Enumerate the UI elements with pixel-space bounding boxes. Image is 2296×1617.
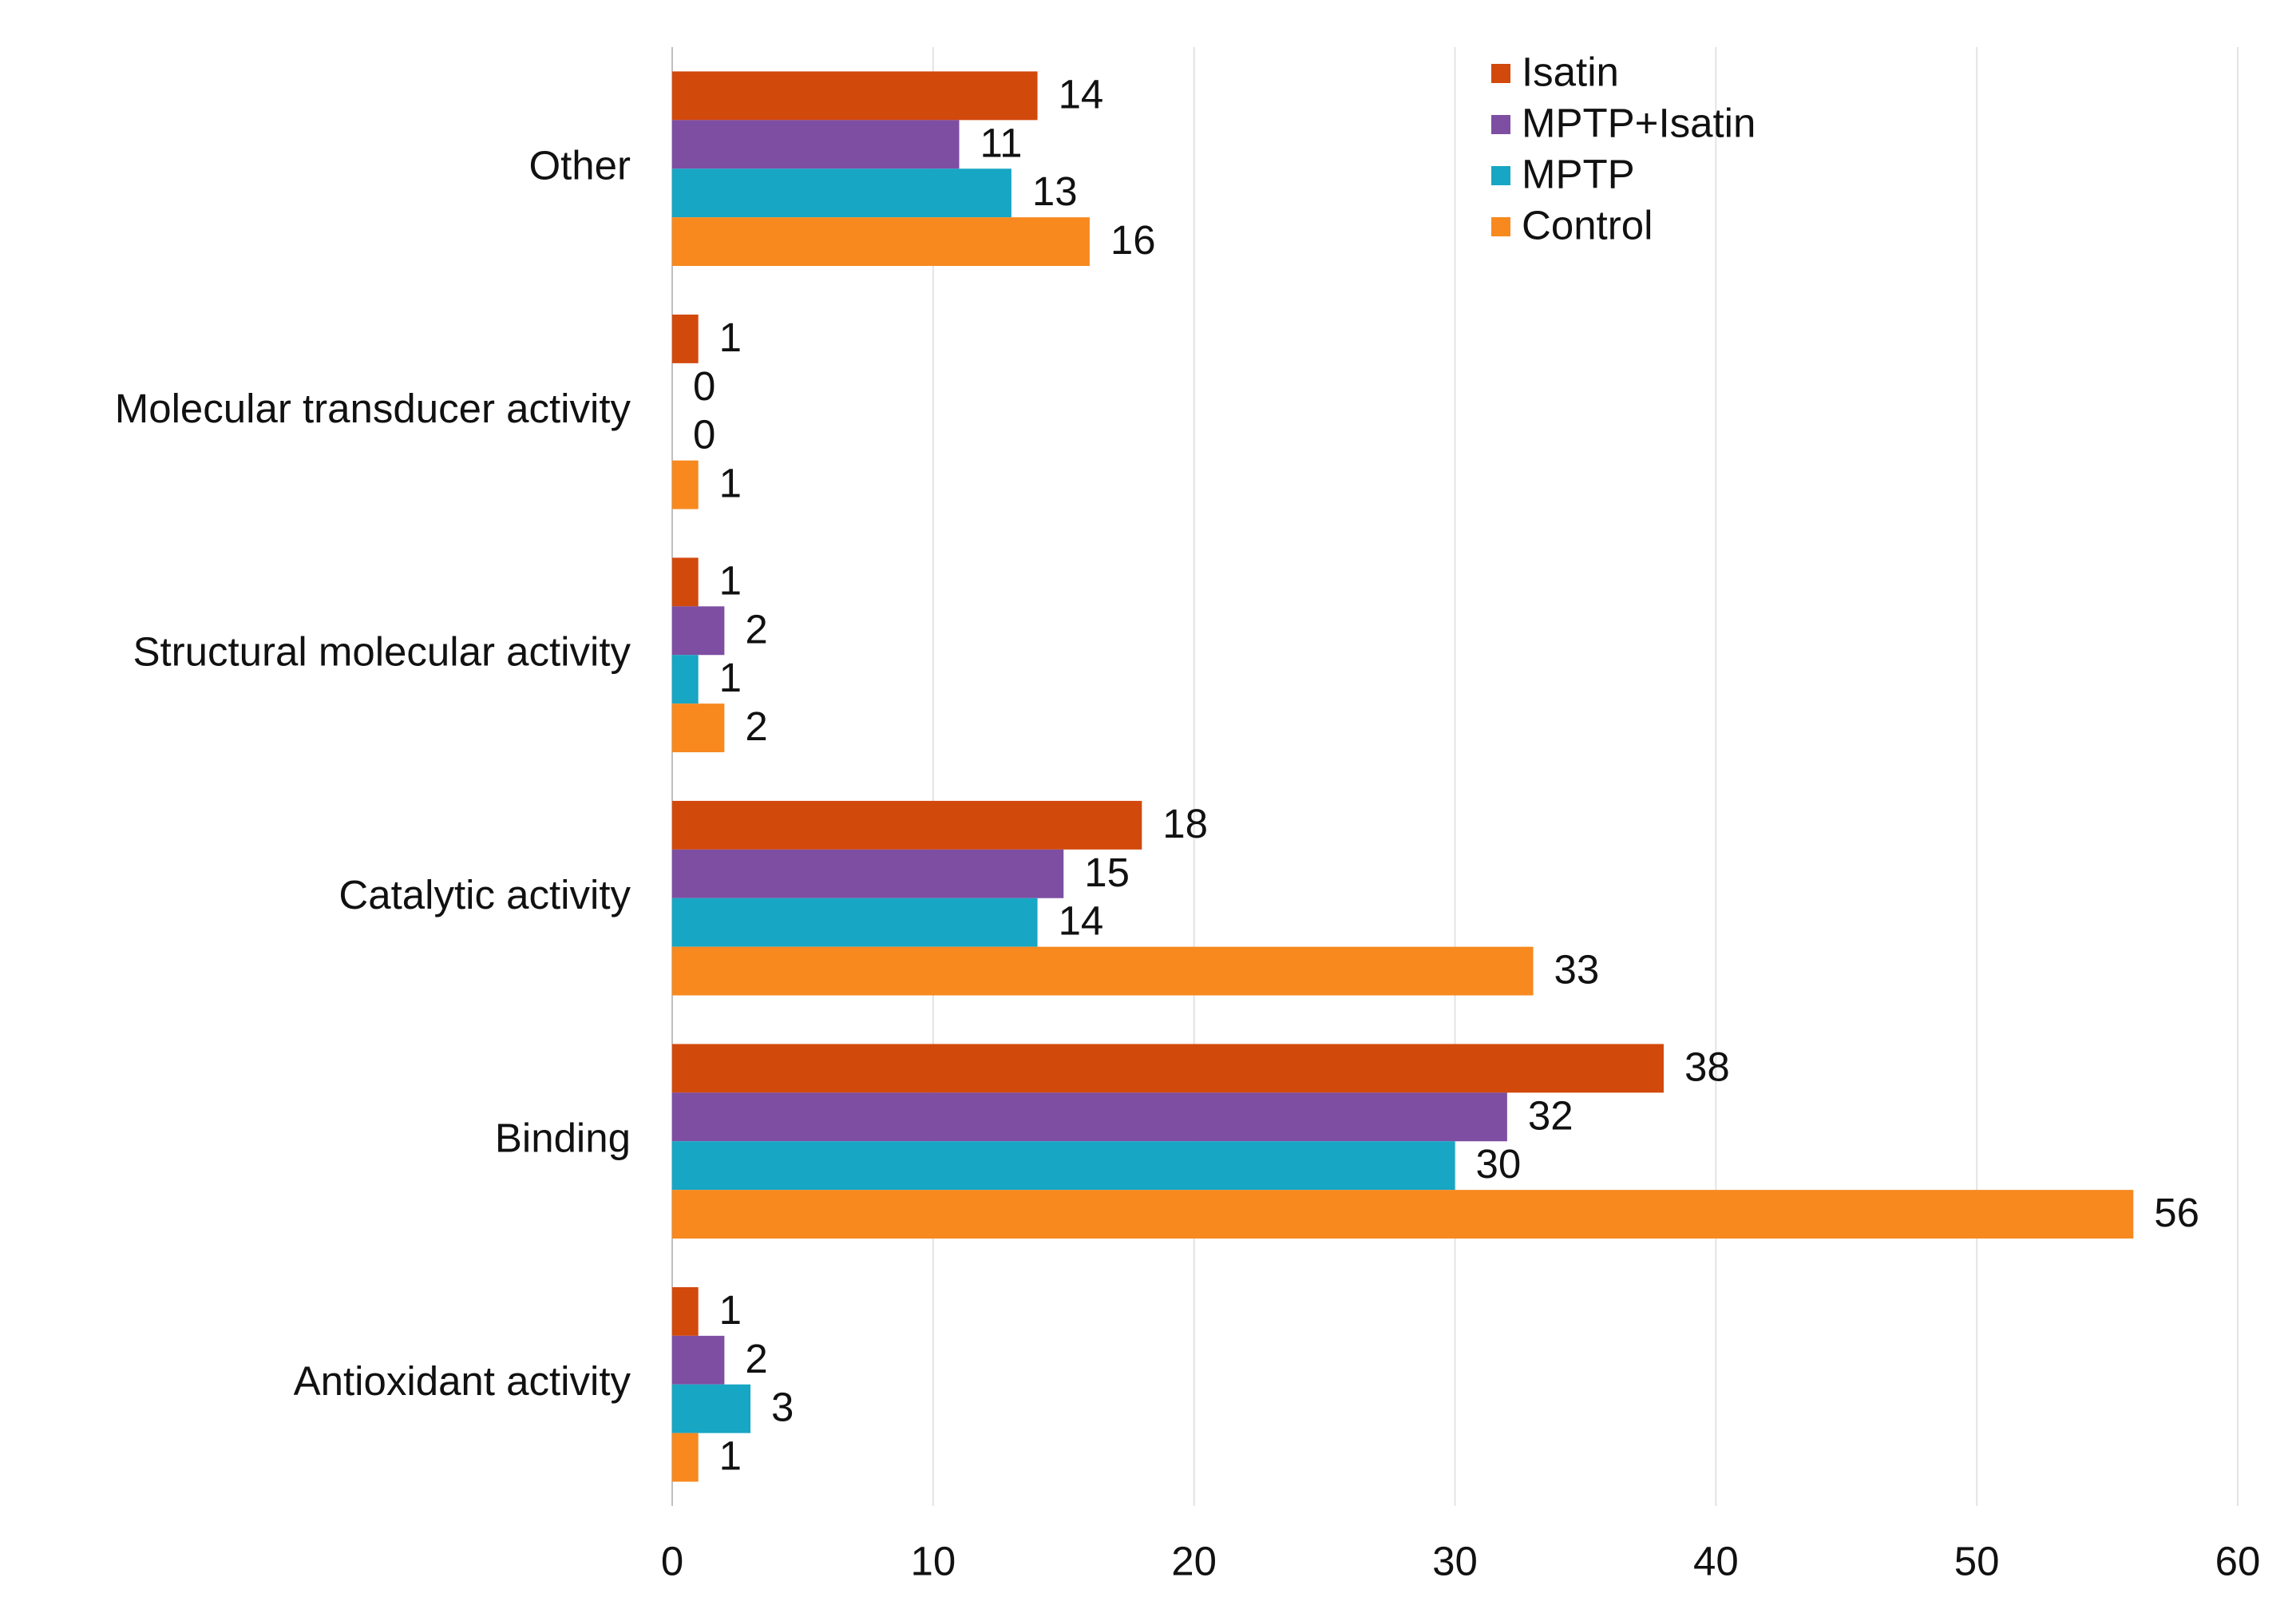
data-label: 3 <box>771 1385 794 1430</box>
data-label: 11 <box>980 120 1023 165</box>
bar <box>672 168 1011 218</box>
bar <box>672 849 1064 898</box>
x-tick-label: 0 <box>661 1538 683 1583</box>
data-label: 1 <box>719 461 742 506</box>
y-tick-label: Other <box>528 143 631 188</box>
data-label: 2 <box>745 606 767 652</box>
x-tick-label: 20 <box>1171 1538 1217 1583</box>
data-label: 30 <box>1476 1141 1522 1187</box>
bar <box>672 217 1090 267</box>
bar <box>672 1335 725 1385</box>
x-tick-label: 30 <box>1432 1538 1478 1583</box>
legend-label: MPTP+Isatin <box>1522 100 1756 145</box>
data-label: 18 <box>1162 801 1208 846</box>
data-label: 14 <box>1059 898 1104 944</box>
data-label: 13 <box>1032 168 1078 214</box>
x-tick-label: 10 <box>910 1538 956 1583</box>
y-tick-label: Binding <box>495 1116 631 1161</box>
bar <box>672 800 1142 850</box>
data-label: 15 <box>1084 850 1130 895</box>
data-label: 2 <box>745 1336 767 1381</box>
data-label: 56 <box>2154 1190 2199 1235</box>
y-tick-label: Antioxidant activity <box>294 1358 631 1404</box>
bar <box>672 460 699 509</box>
y-tick-label: Molecular transducer activity <box>115 386 631 431</box>
bar <box>672 1092 1507 1142</box>
data-label: 2 <box>745 703 767 749</box>
bar <box>672 703 725 753</box>
bar <box>672 1044 1664 1093</box>
data-label: 16 <box>1110 217 1156 263</box>
data-label: 33 <box>1554 947 1600 993</box>
bar <box>672 655 699 704</box>
data-label: 32 <box>1528 1092 1574 1138</box>
x-tick-label: 50 <box>1954 1538 2000 1583</box>
legend-swatch <box>1491 115 1510 134</box>
bar <box>672 314 699 363</box>
legend-label: Isatin <box>1522 49 1619 94</box>
data-label: 14 <box>1059 71 1104 117</box>
legend-swatch <box>1491 166 1510 185</box>
bar <box>672 557 699 607</box>
bar <box>672 120 960 169</box>
x-tick-label: 60 <box>2215 1538 2261 1583</box>
data-label: 0 <box>693 363 715 409</box>
bar <box>672 71 1038 121</box>
data-label: 1 <box>719 315 742 360</box>
data-label: 1 <box>719 1287 742 1333</box>
legend-label: MPTP <box>1522 151 1635 196</box>
legend-swatch <box>1491 217 1510 236</box>
data-label: 1 <box>719 655 742 700</box>
data-label: 1 <box>719 557 742 603</box>
bar <box>672 898 1038 947</box>
bar <box>672 1433 699 1482</box>
y-tick-label: Structural molecular activity <box>133 629 631 675</box>
data-label: 38 <box>1684 1044 1730 1089</box>
bar <box>672 1141 1455 1191</box>
data-label: 1 <box>719 1433 742 1479</box>
bar <box>672 946 1534 996</box>
bar <box>672 1384 751 1433</box>
x-tick-label: 40 <box>1693 1538 1739 1583</box>
legend-label: Control <box>1522 202 1653 248</box>
bar <box>672 1190 2134 1239</box>
legend-swatch <box>1491 64 1510 83</box>
y-tick-label: Catalytic activity <box>338 872 631 917</box>
bar <box>672 606 725 656</box>
data-label: 0 <box>693 412 715 458</box>
bar <box>672 1286 699 1336</box>
